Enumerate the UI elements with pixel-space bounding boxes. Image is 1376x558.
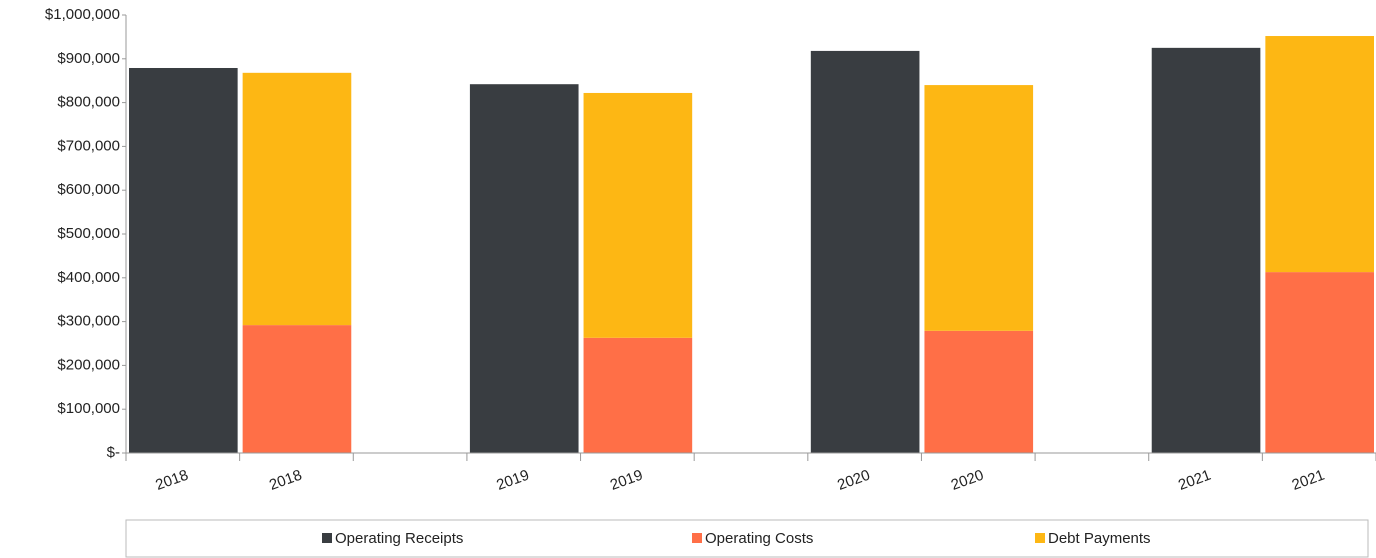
y-tick-label: $600,000 [57,181,120,198]
x-tick-label: 2019 [494,467,531,494]
bar [924,330,1034,453]
y-tick-label: $100,000 [57,400,120,417]
bar [242,325,352,453]
x-tick-label: 2021 [1290,467,1327,494]
y-tick-label: $300,000 [57,313,120,330]
bar [583,92,693,338]
y-tick-label: $400,000 [57,269,120,286]
bar [924,85,1034,331]
x-tick-label: 2019 [608,467,645,494]
y-tick-label: $800,000 [57,94,120,111]
legend-label: Operating Costs [705,530,813,547]
bar [810,50,920,453]
x-tick-label: 2020 [949,467,986,494]
x-tick-label: 2020 [835,467,872,494]
legend-swatch [322,533,332,543]
y-tick-label: $1,000,000 [45,6,120,23]
y-tick-label: $900,000 [57,50,120,67]
bar [583,337,693,453]
bar [129,67,238,454]
y-tick-label: $- [107,444,120,461]
bar [1265,36,1374,273]
x-tick-label: 2021 [1176,467,1213,494]
bar [242,72,352,326]
y-tick-label: $200,000 [57,356,120,373]
y-tick-label: $700,000 [57,137,120,154]
y-tick-label: $500,000 [57,225,120,242]
legend-swatch [1035,533,1045,543]
bar [1151,47,1261,453]
x-tick-label: 2018 [153,467,190,494]
legend-label: Debt Payments [1048,530,1151,547]
x-tick-label: 2018 [267,467,304,494]
bar [469,84,579,453]
legend-label: Operating Receipts [335,530,463,547]
bar [1265,272,1374,453]
legend-swatch [692,533,702,543]
legend-box [125,519,1369,558]
